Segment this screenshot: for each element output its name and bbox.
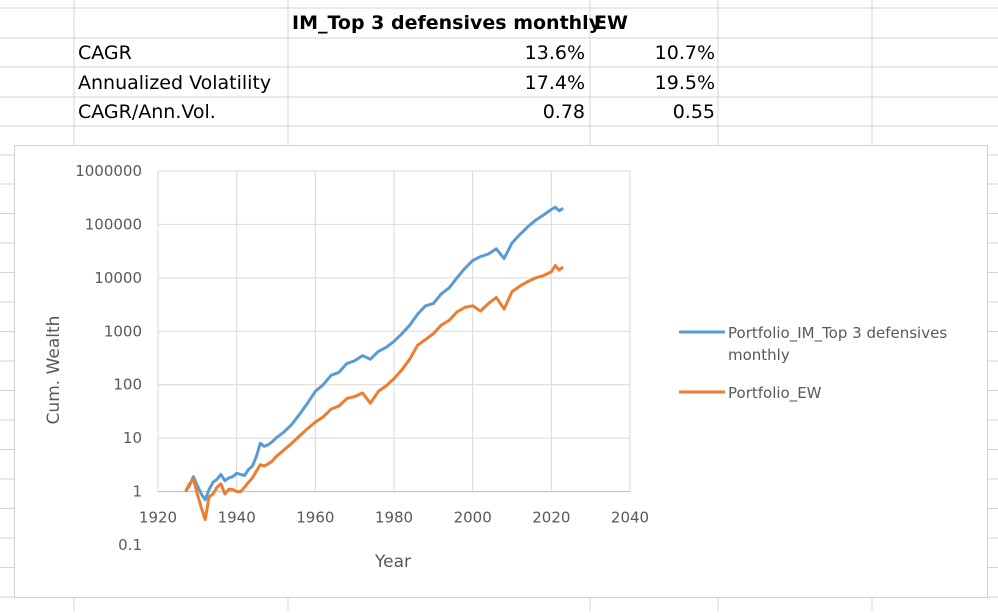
table-cell-portfolio-volatility[interactable]: 17.4%: [524, 72, 585, 94]
y-tick-label: 100000: [85, 215, 142, 233]
table-row-label-volatility[interactable]: Annualized Volatility: [78, 72, 272, 94]
table-cell-ew-volatility[interactable]: 19.5%: [654, 72, 715, 94]
x-tick-label: 2040: [611, 509, 649, 527]
y-tick-label: 1000: [104, 322, 142, 340]
y-tick-label: 10: [123, 429, 142, 447]
y-axis-title: Cum. Wealth: [44, 316, 64, 425]
series-line-portfolio: [184, 205, 564, 502]
x-axis-title: Year: [374, 552, 411, 572]
y-tick-label: 0.1: [118, 536, 142, 554]
cumulative-wealth-chart: 0.1 1 10 100 1000 10000 100000 1000000 1920 1940 1…: [44, 162, 947, 572]
table-header-ew[interactable]: EW: [594, 12, 628, 34]
x-tick-label: 2000: [454, 509, 492, 527]
chart-area[interactable]: 0.1 1 10 100 1000 10000 100000 1000000 1920 1940 1…: [14, 145, 988, 598]
x-tick-label: 1960: [296, 509, 334, 527]
x-tick-label: 1920: [139, 509, 177, 527]
x-tick-label: 2020: [532, 509, 570, 527]
x-tick-label: 1980: [375, 509, 413, 527]
table-cell-ew-ratio[interactable]: 0.55: [672, 101, 715, 123]
table-row-label-ratio[interactable]: CAGR/Ann.Vol.: [78, 101, 216, 123]
series-line-ew: [184, 264, 565, 521]
x-tick-label: 1940: [218, 509, 256, 527]
table-header-portfolio[interactable]: IM_Top 3 defensives monthly: [292, 12, 602, 34]
y-tick-label: 1000000: [75, 162, 142, 180]
legend-label-portfolio[interactable]: Portfolio_IM_Top 3 defensives monthly: [728, 324, 947, 364]
y-tick-label: 10000: [94, 269, 142, 287]
table-cell-portfolio-ratio[interactable]: 0.78: [542, 101, 585, 123]
y-tick-label: 1: [132, 483, 142, 501]
y-tick-label: 100: [113, 376, 142, 394]
table-cell-ew-cagr[interactable]: 10.7%: [654, 42, 715, 64]
table-row-label-cagr[interactable]: CAGR: [78, 42, 132, 64]
table-cell-portfolio-cagr[interactable]: 13.6%: [524, 42, 585, 64]
legend-label-ew[interactable]: Portfolio_EW: [728, 384, 822, 403]
